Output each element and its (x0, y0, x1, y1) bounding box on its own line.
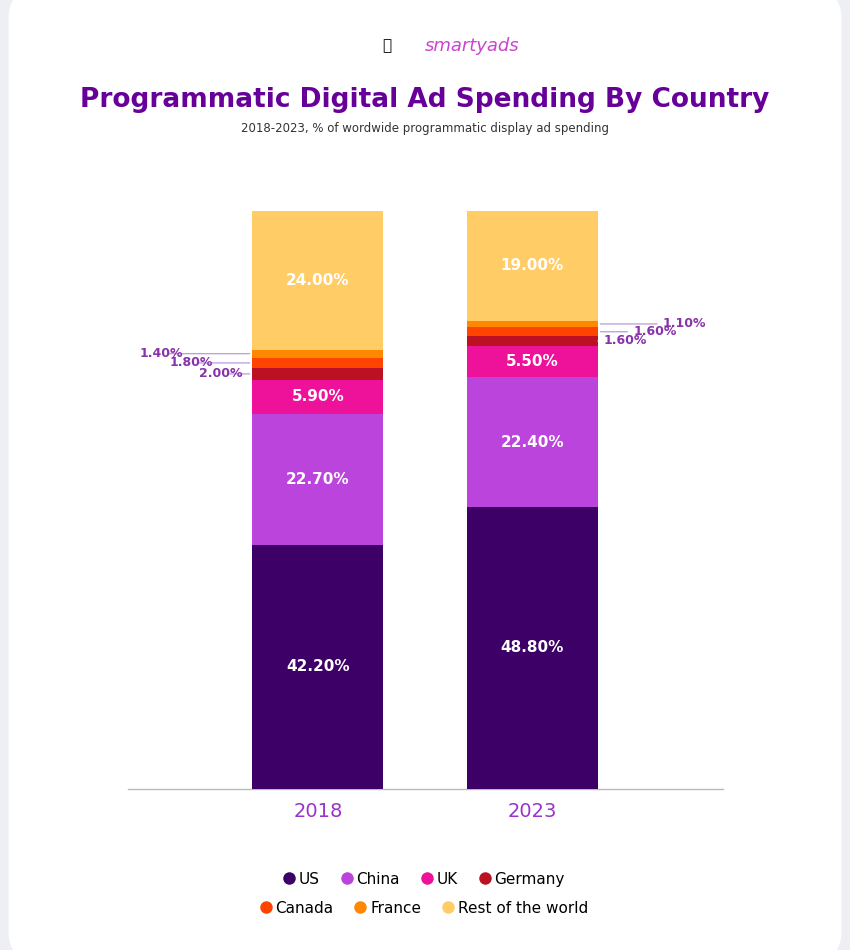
Text: 48.80%: 48.80% (501, 640, 564, 656)
Text: 1.10%: 1.10% (663, 317, 706, 331)
Text: 1.60%: 1.60% (604, 334, 647, 348)
Bar (467, 211, 598, 321)
Bar (252, 544, 383, 788)
Bar (467, 321, 598, 327)
Bar (467, 327, 598, 336)
Text: 19.00%: 19.00% (501, 258, 564, 274)
Text: 5.50%: 5.50% (506, 354, 558, 369)
Text: 2.00%: 2.00% (199, 368, 242, 380)
Bar (252, 380, 383, 414)
Text: 💡: 💡 (382, 38, 391, 53)
Text: 1.40%: 1.40% (139, 347, 183, 360)
Bar (467, 377, 598, 506)
Legend: Canada, France, Rest of the world: Canada, France, Rest of the world (254, 893, 596, 923)
Text: 2018-2023, % of wordwide programmatic display ad spending: 2018-2023, % of wordwide programmatic di… (241, 122, 609, 135)
Text: 24.00%: 24.00% (286, 273, 349, 288)
Bar (252, 414, 383, 544)
FancyBboxPatch shape (8, 0, 842, 950)
Text: 1.60%: 1.60% (633, 325, 677, 338)
FancyBboxPatch shape (116, 107, 734, 149)
Bar (252, 211, 383, 350)
Text: 1.80%: 1.80% (169, 356, 212, 370)
Text: 22.40%: 22.40% (501, 434, 564, 449)
Text: smartyads: smartyads (425, 37, 519, 54)
Bar (252, 368, 383, 380)
Bar (467, 336, 598, 346)
Bar (467, 346, 598, 377)
Text: Programmatic Digital Ad Spending By Country: Programmatic Digital Ad Spending By Coun… (80, 86, 770, 113)
Text: 5.90%: 5.90% (292, 390, 344, 404)
Bar (252, 350, 383, 358)
Text: 42.20%: 42.20% (286, 659, 349, 674)
Bar (252, 358, 383, 368)
Bar (467, 506, 598, 788)
Text: 22.70%: 22.70% (286, 472, 349, 486)
